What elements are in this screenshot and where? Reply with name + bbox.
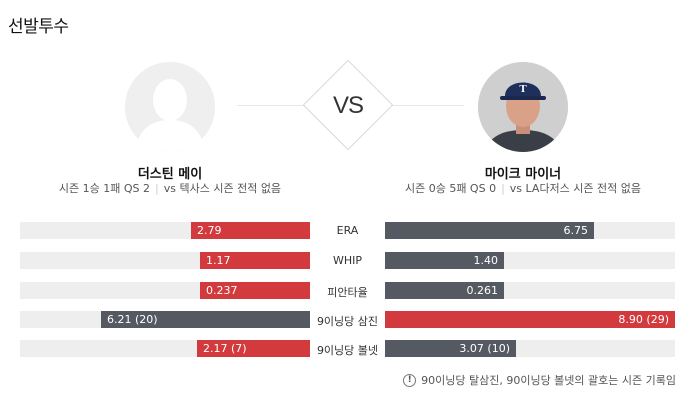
left-stat-bar: 2.79 — [191, 222, 310, 239]
right-stat-value: 6.75 — [563, 224, 589, 237]
left-stat-bar: 1.17 — [200, 252, 310, 269]
right-stat-track: 8.90 (29) — [385, 311, 675, 328]
left-stat-value: 2.79 — [197, 224, 222, 237]
stat-row: 2.17 (7) 9이닝당 볼넷 3.07 (10) — [0, 340, 700, 357]
left-season-record: 시즌 1승 1패 QS 2 — [58, 182, 151, 195]
left-stat-bar: 2.17 (7) — [197, 340, 310, 357]
left-stat-track: 6.21 (20) — [20, 311, 310, 328]
right-pitcher-photo[interactable]: T — [478, 62, 568, 152]
left-stat-track: 1.17 — [20, 252, 310, 269]
right-pitcher-record: 시즌 0승 5패 QS 0 | vs LA다저스 시즌 전적 없음 — [373, 180, 673, 196]
stat-label: WHIP — [332, 254, 363, 267]
footnote-text: 90이닝당 탈삼진, 90이닝당 볼넷의 괄호는 시즌 기록임 — [421, 374, 676, 387]
person-silhouette-icon — [125, 62, 215, 152]
left-stat-value: 0.237 — [206, 284, 238, 297]
right-stat-track: 6.75 — [385, 222, 675, 239]
info-icon: ! — [403, 373, 417, 387]
left-stat-value: 6.21 (20) — [107, 313, 158, 326]
right-stat-bar: 0.261 — [385, 282, 504, 299]
stat-label: 피안타율 — [327, 286, 368, 299]
right-stat-track: 1.40 — [385, 252, 675, 269]
right-stat-value: 3.07 (10) — [459, 342, 510, 355]
right-stat-value: 0.261 — [466, 284, 499, 297]
left-stat-value: 2.17 (7) — [203, 342, 247, 355]
stat-row: 2.79 ERA 6.75 — [0, 222, 700, 239]
left-stat-track: 0.237 — [20, 282, 310, 299]
right-stat-bar: 1.40 — [385, 252, 504, 269]
left-stat-bar: 6.21 (20) — [101, 311, 310, 328]
vs-divider-left — [237, 105, 309, 106]
left-pitcher-record: 시즌 1승 1패 QS 2 | vs 텍사스 시즌 전적 없음 — [20, 180, 320, 196]
right-stat-value: 8.90 (29) — [618, 313, 669, 326]
pitcher-portrait-icon: T — [478, 62, 568, 152]
stat-label: 9이닝당 볼넷 — [316, 344, 379, 357]
separator: | — [155, 182, 159, 195]
left-stat-track: 2.17 (7) — [20, 340, 310, 357]
stat-row: 0.237 피안타율 0.261 — [0, 282, 700, 299]
separator: | — [501, 182, 505, 195]
stat-row: 6.21 (20) 9이닝당 삼진 8.90 (29) — [0, 311, 700, 328]
section-title: 선발투수 — [8, 17, 69, 37]
right-vs-record: vs LA다저스 시즌 전적 없음 — [509, 182, 642, 195]
left-stat-track: 2.79 — [20, 222, 310, 239]
right-stat-track: 3.07 (10) — [385, 340, 675, 357]
left-pitcher-avatar[interactable] — [125, 62, 215, 152]
left-pitcher-name[interactable]: 더스틴 메이 — [137, 167, 203, 182]
right-stat-bar: 6.75 — [385, 222, 594, 239]
left-stat-value: 1.17 — [206, 254, 231, 267]
right-season-record: 시즌 0승 5패 QS 0 — [404, 182, 497, 195]
left-stat-bar: 0.237 — [200, 282, 310, 299]
right-stat-track: 0.261 — [385, 282, 675, 299]
left-vs-record: vs 텍사스 시즌 전적 없음 — [163, 182, 282, 195]
cap-letter: T — [519, 83, 527, 95]
stat-row: 1.17 WHIP 1.40 — [0, 252, 700, 269]
footnote: ! 90이닝당 탈삼진, 90이닝당 볼넷의 괄호는 시즌 기록임 — [403, 372, 676, 388]
right-stat-bar: 3.07 (10) — [385, 340, 516, 357]
right-stat-bar: 8.90 (29) — [385, 311, 675, 328]
right-pitcher-name[interactable]: 마이크 마이너 — [484, 167, 562, 182]
stat-label: ERA — [336, 224, 359, 237]
right-stat-value: 1.40 — [473, 254, 499, 267]
stat-label: 9이닝당 삼진 — [316, 315, 379, 328]
vs-label: VS — [332, 92, 364, 119]
vs-divider-right — [392, 105, 464, 106]
